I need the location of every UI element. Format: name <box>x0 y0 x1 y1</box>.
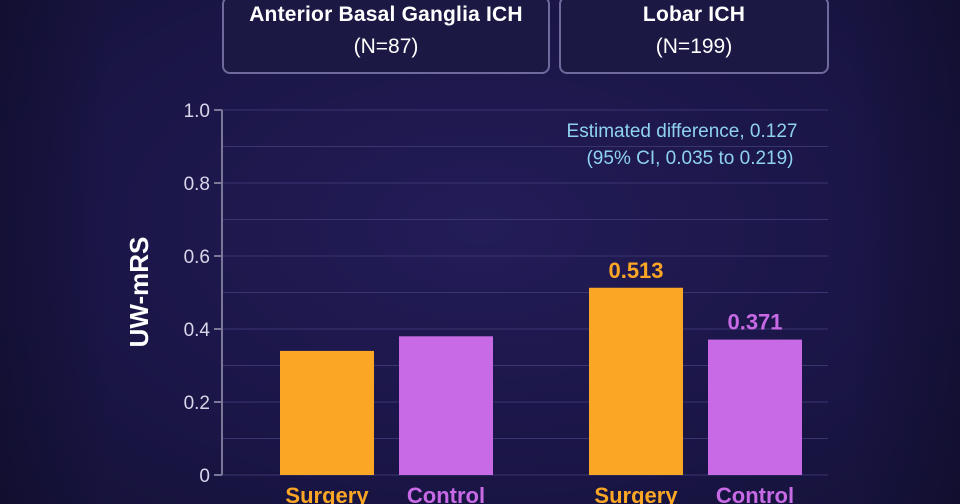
ci-annotation: (95% CI, 0.035 to 0.219) <box>586 148 793 169</box>
group-header-basal-ganglia: Anterior Basal Ganglia ICH (N=87) <box>222 0 550 74</box>
left-shade <box>0 0 110 504</box>
bar <box>589 287 683 475</box>
group-header-lobar: Lobar ICH (N=199) <box>559 0 829 74</box>
y-tick-label: 0.8 <box>184 174 210 195</box>
right-shade <box>850 0 960 504</box>
bar <box>280 350 374 475</box>
group-count: (N=87) <box>353 35 419 58</box>
group-title: Anterior Basal Ganglia ICH <box>249 3 523 26</box>
bar <box>399 336 493 475</box>
x-category-label: Control <box>716 483 794 504</box>
bar-value-label: 0.513 <box>608 258 663 283</box>
bar-value-label: 0.371 <box>727 310 782 335</box>
x-category-label: Control <box>407 483 485 504</box>
y-tick-label: 0.4 <box>184 320 211 341</box>
y-tick-label: 0 <box>199 466 210 487</box>
x-category-label: Surgery <box>285 483 369 504</box>
x-category-label: Surgery <box>594 483 678 504</box>
y-tick-label: 1.0 <box>184 101 210 122</box>
group-count: (N=199) <box>655 35 733 58</box>
difference-annotation: Estimated difference, 0.127 <box>567 121 798 142</box>
y-axis-label: UW-mRS <box>124 237 154 348</box>
bars: Surgery Control 0.513 Surgery 0.371 Control <box>280 258 802 504</box>
y-tick-label: 0.2 <box>184 393 210 414</box>
group-title: Lobar ICH <box>642 3 746 26</box>
y-ticks: 0 0.2 0.4 0.6 0.8 1.0 <box>184 101 222 487</box>
bar <box>708 339 802 475</box>
y-tick-label: 0.6 <box>184 247 210 268</box>
